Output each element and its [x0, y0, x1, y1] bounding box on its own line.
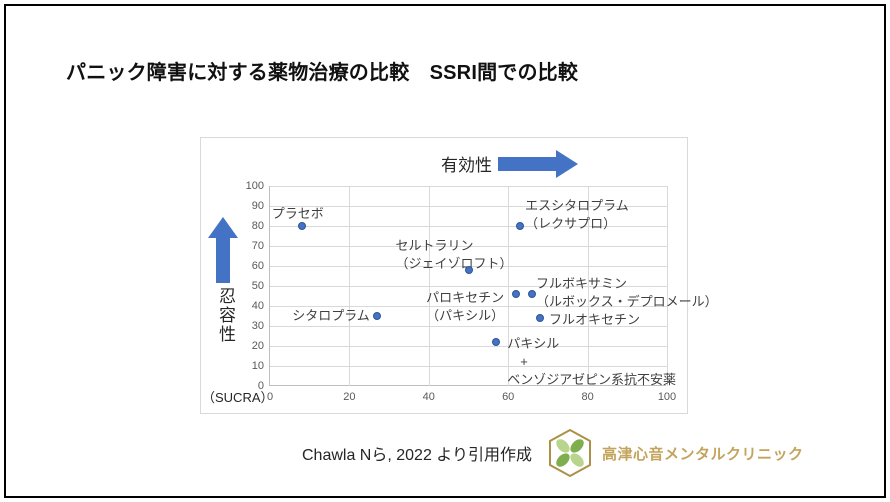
slide-title: パニック障害に対する薬物治療の比較 SSRI間での比較 [66, 62, 579, 84]
h-gridline-70 [270, 246, 667, 247]
x-tick-label-80: 80 [581, 391, 594, 403]
data-point-label-placebo: プラセボ [271, 206, 324, 221]
v-gridline-20 [349, 186, 351, 386]
y-tick-label-40: 40 [251, 300, 264, 312]
data-point-fluoxetine [535, 314, 544, 322]
v-gridline-80 [587, 186, 589, 386]
y-tick-label-20: 20 [251, 340, 264, 352]
clinic-logo-hexagon-icon [548, 428, 591, 478]
h-gridline-20 [270, 346, 667, 347]
chart-frame: 有効性 忍容性 （SUCRA） 0 10 20 30 40 50 60 70 80 90 100 0 2… [200, 137, 718, 414]
h-gridline-50 [270, 286, 667, 287]
h-gridline-100 [270, 186, 667, 187]
y-tick-label-0: 0 [257, 380, 264, 392]
data-point-sertraline [464, 266, 473, 274]
effectiveness-right-arrow-icon [498, 150, 578, 178]
x-axis-title: 有効性 [441, 156, 492, 175]
h-gridline-80 [270, 226, 667, 227]
y-tick-label-80: 80 [251, 220, 264, 232]
clover-leaves [556, 439, 584, 467]
data-point-label-fluoxetine: フルオキセチン [548, 312, 640, 327]
plot-area: 0 10 20 30 40 50 60 70 80 90 100 0 20 40 60 80 100 プラセボシタ… [246, 180, 718, 403]
data-point-escitalopram [516, 222, 525, 230]
v-gridline-100 [667, 186, 668, 386]
h-gridline-40 [270, 306, 667, 307]
data-point-paxil_plus_benzodiazepine [492, 338, 501, 346]
y-tick-label-100: 100 [245, 180, 264, 192]
y-tick-label-60: 60 [251, 260, 264, 272]
data-point-label-paroxetine: パロキセチン （パキシル） [426, 290, 505, 323]
y-tick-label-90: 90 [251, 200, 264, 212]
h-gridline-10 [270, 366, 667, 367]
x-tick-label-40: 40 [422, 391, 435, 403]
y-tick-label-10: 10 [251, 360, 264, 372]
data-point-citalopram [373, 312, 382, 320]
data-point-label-paxil_plus_benzodiazepine: パキシル + ベンゾジアゼピン系抗不安薬 [507, 336, 677, 387]
h-gridline-90 [270, 206, 667, 207]
y-axis-title: 忍容性 [216, 287, 235, 344]
data-point-label-fluvoxamine: フルボキサミン （ルボックス・デプロメール） [536, 276, 718, 309]
footer: Chawla Nら, 2022 より引用作成 高津心音メンタルクリニック [302, 426, 804, 480]
data-point-fluvoxamine [528, 290, 537, 298]
data-point-label-sertraline: セルトラリン （ジェイゾロフト） [395, 238, 513, 271]
v-gridline-60 [508, 186, 510, 386]
h-gridline-30 [270, 326, 667, 327]
citation-text: Chawla Nら, 2022 より引用作成 [302, 447, 532, 464]
clinic-name: 高津心音メンタルクリニック [601, 445, 804, 463]
tolerability-up-arrow-icon [208, 217, 238, 283]
v-gridline-40 [428, 186, 430, 386]
x-tick-label-60: 60 [502, 391, 515, 403]
data-point-placebo [297, 222, 306, 230]
x-tick-label-0: 0 [266, 391, 274, 403]
data-point-paroxetine [512, 290, 521, 298]
data-point-label-escitalopram: エスシタロプラム （レクサプロ） [525, 198, 629, 231]
sucra-unit-label: （SUCRA） [202, 390, 274, 405]
y-tick-label-30: 30 [251, 320, 264, 332]
x-tick-label-100: 100 [657, 391, 677, 403]
y-tick-label-70: 70 [251, 240, 264, 252]
y-tick-label-50: 50 [251, 280, 264, 292]
x-tick-label-20: 20 [343, 391, 356, 403]
data-point-label-citalopram: シタロプラム [292, 308, 370, 323]
